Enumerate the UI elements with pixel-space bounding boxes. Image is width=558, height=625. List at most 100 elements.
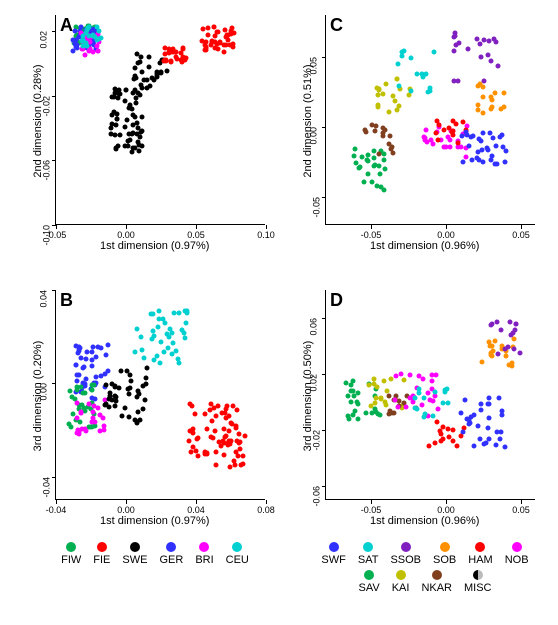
scatter-point — [495, 63, 500, 68]
scatter-point — [71, 38, 76, 43]
scatter-point — [135, 389, 140, 394]
scatter-point — [215, 29, 220, 34]
scatter-point — [139, 83, 144, 88]
scatter-point — [478, 55, 483, 60]
scatter-point — [433, 373, 438, 378]
scatter-point — [223, 28, 228, 33]
panel-c-xlabel: 1st dimension (0.96%) — [370, 240, 479, 252]
scatter-point — [221, 43, 226, 48]
figure-root: A -0.050.000.050.10-0.10-0.06-0.020.02 2… — [0, 0, 558, 625]
scatter-point — [126, 391, 131, 396]
scatter-point — [92, 404, 97, 409]
scatter-point — [238, 446, 243, 451]
scatter-point — [490, 153, 495, 158]
scatter-point — [193, 412, 198, 417]
scatter-point — [377, 172, 382, 177]
scatter-point — [183, 336, 188, 341]
scatter-point — [243, 434, 248, 439]
scatter-point — [498, 429, 503, 434]
scatter-point — [165, 69, 170, 74]
scatter-point — [214, 414, 219, 419]
scatter-point — [91, 49, 96, 54]
scatter-point — [487, 343, 492, 348]
scatter-point — [179, 59, 184, 64]
scatter-point — [479, 408, 484, 413]
legend-marker — [432, 570, 442, 580]
scatter-point — [191, 426, 196, 431]
scatter-point — [436, 137, 441, 142]
scatter-point — [492, 161, 497, 166]
scatter-point — [82, 52, 87, 57]
scatter-point — [75, 416, 80, 421]
legend-label: CEU — [226, 554, 249, 566]
scatter-point — [481, 94, 486, 99]
scatter-point — [438, 431, 443, 436]
legend-label: GER — [159, 554, 183, 566]
scatter-point — [202, 411, 207, 416]
scatter-point — [362, 127, 367, 132]
legend-item-nob: NOB — [505, 542, 529, 566]
scatter-point — [460, 430, 465, 435]
scatter-point — [226, 32, 231, 37]
scatter-point — [205, 33, 210, 38]
scatter-point — [400, 50, 405, 55]
scatter-point — [226, 429, 231, 434]
scatter-point — [364, 157, 369, 162]
legend-marker — [364, 570, 374, 580]
scatter-point — [103, 402, 108, 407]
scatter-point — [399, 372, 404, 377]
scatter-point — [468, 134, 473, 139]
scatter-point — [84, 28, 89, 33]
scatter-point — [135, 410, 140, 415]
scatter-point — [352, 153, 357, 158]
scatter-point — [179, 51, 184, 56]
scatter-point — [227, 464, 232, 469]
scatter-point — [75, 387, 80, 392]
scatter-point — [93, 374, 98, 379]
scatter-point — [223, 433, 228, 438]
scatter-point — [486, 148, 491, 153]
scatter-point — [508, 320, 513, 325]
scatter-point — [135, 327, 140, 332]
scatter-point — [144, 366, 149, 371]
tick-label: -0.05 — [361, 505, 382, 515]
scatter-point — [363, 410, 368, 415]
scatter-point — [157, 317, 162, 322]
scatter-point — [396, 405, 401, 410]
scatter-point — [73, 363, 78, 368]
scatter-point — [491, 135, 496, 140]
scatter-point — [86, 402, 91, 407]
scatter-point — [430, 142, 435, 147]
scatter-point — [236, 441, 241, 446]
scatter-point — [450, 119, 455, 124]
scatter-point — [481, 441, 486, 446]
scatter-point — [113, 123, 118, 128]
scatter-point — [345, 414, 350, 419]
scatter-point — [491, 36, 496, 41]
legend-item-ssob: SSOB — [390, 542, 421, 566]
scatter-point — [419, 403, 424, 408]
panel-d-ylabel: 3rd dimension (0.50%) — [302, 316, 314, 476]
scatter-point — [168, 326, 173, 331]
scatter-point — [433, 130, 438, 135]
scatter-point — [503, 149, 508, 154]
scatter-point — [497, 437, 502, 442]
scatter-point — [452, 34, 457, 39]
scatter-point — [184, 321, 189, 326]
scatter-point — [231, 41, 236, 46]
scatter-point — [91, 345, 96, 350]
scatter-point — [147, 54, 152, 59]
scatter-point — [158, 339, 163, 344]
legend-label: HAM — [468, 554, 492, 566]
scatter-point — [408, 88, 413, 93]
scatter-point — [413, 395, 418, 400]
scatter-point — [415, 72, 420, 77]
scatter-point — [382, 166, 387, 171]
scatter-point — [437, 123, 442, 128]
scatter-point — [132, 114, 137, 119]
legend-item-kai: KAI — [392, 570, 410, 594]
scatter-point — [351, 393, 356, 398]
scatter-point — [493, 90, 498, 95]
panel-d-xlabel: 1st dimension (0.96%) — [370, 515, 479, 527]
scatter-point — [355, 402, 360, 407]
